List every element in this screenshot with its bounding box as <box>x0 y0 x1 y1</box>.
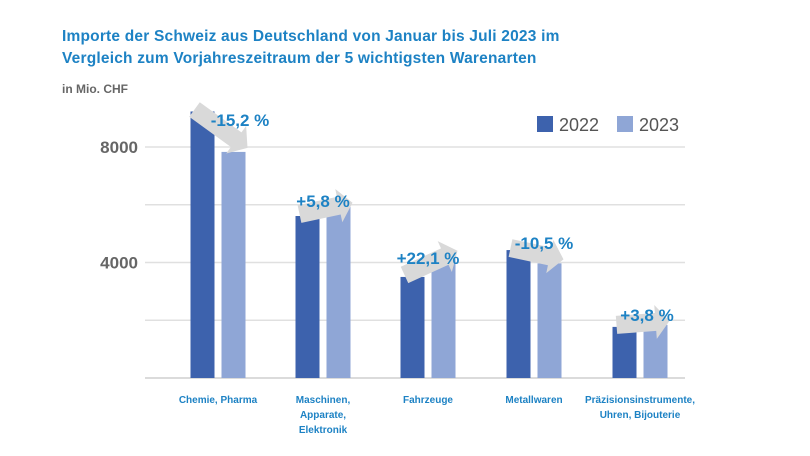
y-axis-label: in Mio. CHF <box>62 82 128 96</box>
bar-2023 <box>221 151 246 378</box>
change-label: +5,8 % <box>296 192 349 211</box>
change-label: -15,2 % <box>211 111 270 130</box>
legend-swatch <box>537 116 553 132</box>
legend-label: 2023 <box>639 115 679 135</box>
legend-swatch <box>617 116 633 132</box>
change-label: -10,5 % <box>515 234 574 253</box>
bar-2022 <box>612 326 637 378</box>
x-tick-label: Chemie, Pharma <box>179 395 258 406</box>
x-tick-label: Uhren, Bijouterie <box>600 410 681 421</box>
bar-2022 <box>400 276 425 378</box>
change-arrow-icon <box>615 304 670 339</box>
bar-2022 <box>295 216 320 378</box>
arrow-shape <box>297 189 353 223</box>
y-tick-label: 8000 <box>100 138 138 157</box>
bar-2023 <box>537 263 562 378</box>
chart-title-line: Importe der Schweiz aus Deutschland von … <box>62 28 560 45</box>
bar-2022 <box>190 111 215 378</box>
arrow-shape <box>189 102 248 154</box>
legend-label: 2022 <box>559 115 599 135</box>
arrow-shape <box>400 241 458 284</box>
chart-title-line: Vergleich zum Vorjahreszeitraum der 5 wi… <box>62 50 537 67</box>
change-arrow-icon <box>297 189 353 223</box>
change-arrow-icon <box>189 102 248 154</box>
x-tick-label: Elektronik <box>299 425 348 436</box>
bar-2022 <box>506 250 531 378</box>
chart-title: Importe der Schweiz aus Deutschland von … <box>62 26 560 70</box>
x-tick-label: Metallwaren <box>505 395 562 406</box>
change-label: +3,8 % <box>620 306 673 325</box>
arrow-shape <box>615 304 670 339</box>
x-tick-label: Präzisionsinstrumente, <box>585 395 695 406</box>
change-arrow-icon <box>508 239 564 274</box>
x-tick-label: Fahrzeuge <box>403 395 453 406</box>
change-arrow-icon <box>400 241 458 284</box>
bar-2023 <box>431 254 456 378</box>
y-tick-label: 4000 <box>100 254 138 273</box>
arrow-shape <box>508 239 564 274</box>
bar-2023 <box>643 324 668 378</box>
x-tick-label: Apparate, <box>300 410 346 421</box>
change-label: +22,1 % <box>397 249 460 268</box>
bar-2023 <box>326 206 351 378</box>
x-tick-label: Maschinen, <box>296 395 351 406</box>
